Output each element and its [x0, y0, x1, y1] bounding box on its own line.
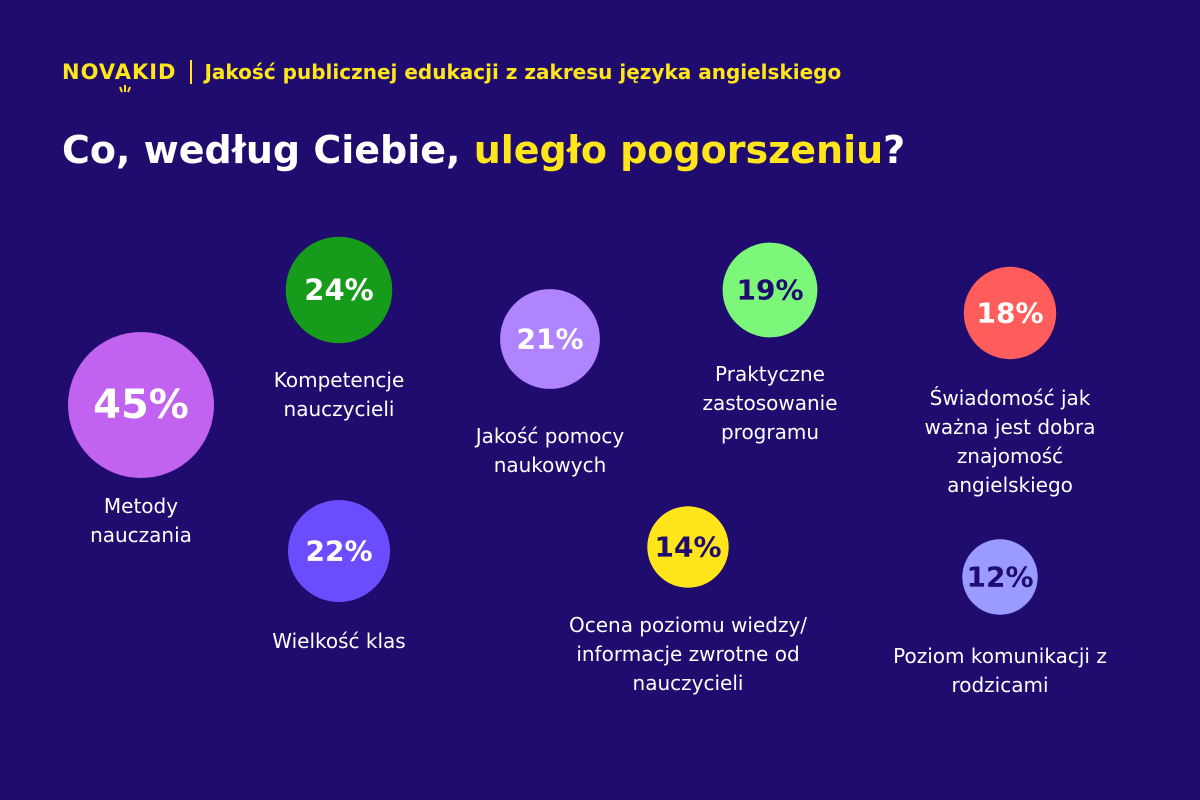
- bubble-category-label-3: Jakość pomocy naukowych: [475, 424, 625, 477]
- bubble-value-label-5: 18%: [976, 297, 1043, 330]
- bubble-2: [288, 500, 390, 602]
- page-title: Co, według Ciebie, uległo pogorszeniu?: [62, 128, 906, 172]
- bubble-value-label-1: 24%: [304, 273, 373, 307]
- header-subtitle: Jakość publicznej edukacji z zakresu jęz…: [204, 60, 842, 84]
- bubble-category-label-5: Świadomość jak ważna jest dobra znajomoś…: [924, 386, 1096, 497]
- bubble-category-label-6: Ocena poziomu wiedzy/ informacje zwrotne…: [568, 613, 808, 695]
- bubble-category-label-4: Praktyczne zastosowanie programu: [702, 362, 838, 444]
- bubble-value-label-4: 19%: [736, 274, 803, 307]
- title-highlight: uległo pogorszeniu: [473, 128, 884, 172]
- bubble-5: [963, 266, 1057, 360]
- novakid-logo[interactable]: NOVAKID: [62, 59, 177, 92]
- bubble-0: [68, 332, 214, 478]
- bubble-1: [285, 236, 393, 344]
- bubble-value-label-0: 45%: [93, 382, 189, 428]
- bubble-category-label-0: Metody nauczania: [90, 494, 192, 547]
- bubble-value-label-7: 12%: [966, 561, 1033, 594]
- title-suffix: ?: [883, 128, 906, 172]
- bubble-value-label-6: 14%: [654, 531, 721, 564]
- bubble-3: [500, 289, 600, 389]
- bubble-category-label-7: Poziom komunikacji z rodzicami: [893, 644, 1107, 697]
- bubble-7: [962, 539, 1038, 615]
- bubble-6: [647, 506, 729, 588]
- header-divider: [190, 60, 193, 84]
- header: NOVAKID Jakość publicznej edukacji z zak…: [62, 56, 842, 92]
- bubble-category-label-2: Wielkość klas: [272, 629, 406, 653]
- bubble-4: [722, 242, 818, 338]
- logo-text: NOVAKID: [62, 59, 177, 84]
- title-prefix: Co, według Ciebie,: [62, 128, 474, 172]
- sun-icon: [119, 84, 131, 92]
- bubble-category-label-1: Kompetencje nauczycieli: [273, 368, 405, 421]
- bubble-value-label-2: 22%: [305, 535, 372, 568]
- bubble-value-label-3: 21%: [516, 323, 583, 356]
